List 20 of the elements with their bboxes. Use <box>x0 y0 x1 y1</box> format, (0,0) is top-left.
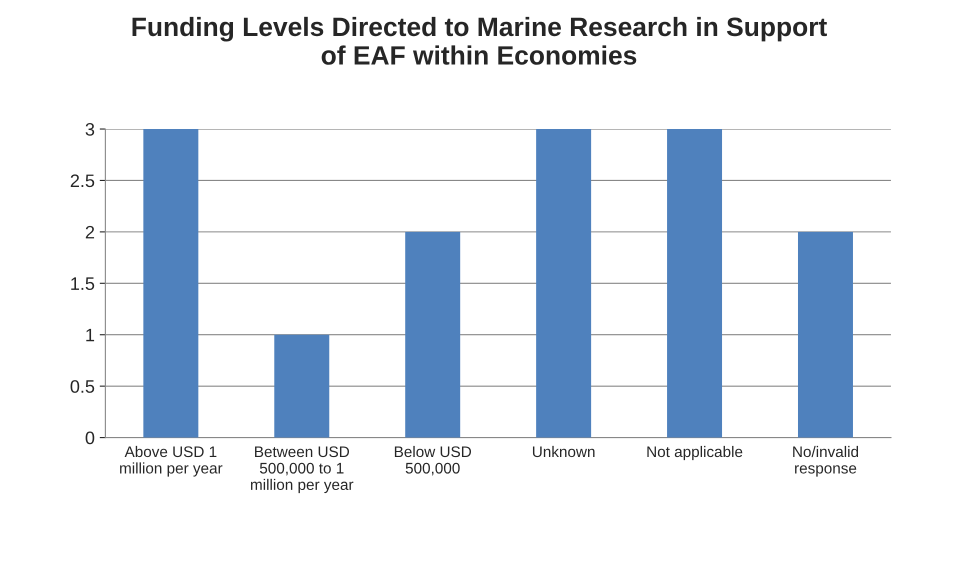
bar <box>143 129 198 438</box>
x-tick-label: Not applicable <box>647 446 742 460</box>
x-tick-label: Unknown <box>532 446 594 458</box>
bar <box>274 334 330 438</box>
y-tick-label: 1 <box>86 328 94 342</box>
y-tick-label: 3 <box>86 122 94 136</box>
chart-title: Funding Levels Directed to Marine Research in Support of EAF within Economies <box>132 16 827 65</box>
y-tick-label: 2 <box>86 226 94 238</box>
bar <box>405 232 460 438</box>
x-tick-label: Below USD 500,000 <box>394 446 472 476</box>
x-tick-label: Above USD 1 million per year <box>120 446 222 477</box>
y-tick-label: 2.5 <box>70 174 94 188</box>
y-tick-label: 0 <box>86 432 94 444</box>
bar <box>667 129 722 438</box>
y-tick-label: 1.5 <box>71 277 94 290</box>
x-tick-label: Between USD 500,000 to 1 million per year <box>250 446 354 494</box>
x-tick-label: No/invalid response <box>793 446 858 477</box>
y-tick-label: 0.5 <box>70 380 94 393</box>
bar <box>798 232 853 438</box>
bar <box>536 129 592 438</box>
